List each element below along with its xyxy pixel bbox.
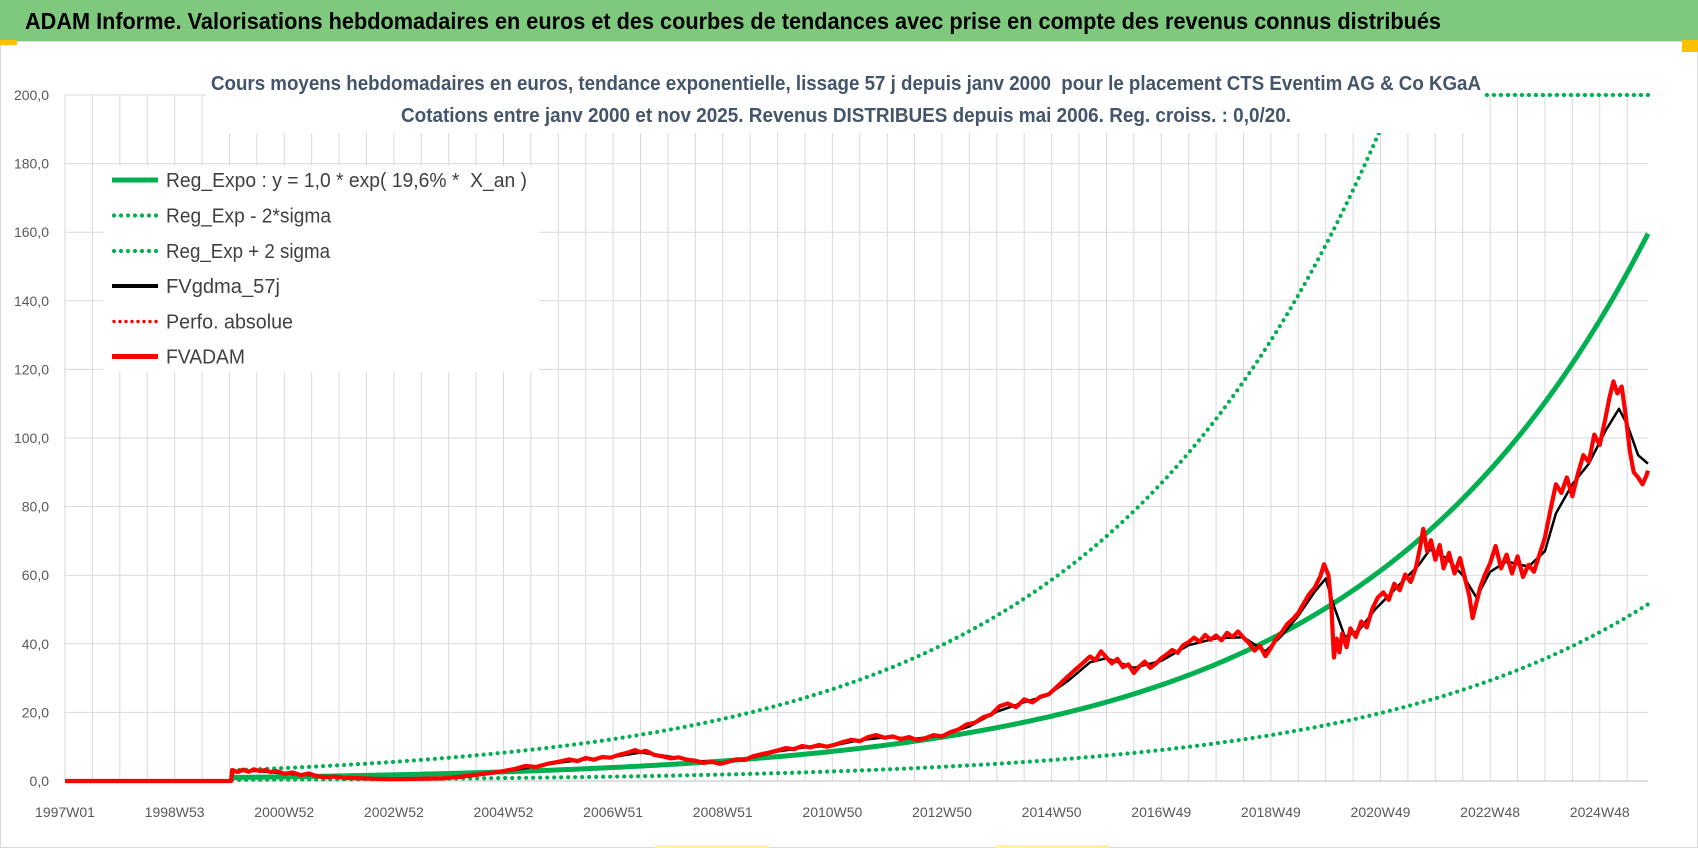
x-tick-label: 1998W53	[145, 804, 205, 820]
y-tick-label: 80,0	[22, 499, 49, 515]
axis-tick-labels: 0,0 20,0 40,0 60,0 80,0 100,0 120,0 140,0 160,0 1…	[14, 87, 1630, 820]
y-tick-label: 60,0	[22, 567, 49, 583]
legend-label-reg-exp-plus-2sigma: Reg_Exp + 2 sigma	[166, 241, 331, 263]
x-tick-label: 2012W50	[912, 804, 972, 820]
y-tick-label: 140,0	[14, 293, 49, 309]
x-tick-label: 2002W52	[364, 804, 424, 820]
legend-label-fvgdma-57j: FVgdma_57j	[166, 276, 280, 298]
y-tick-label: 200,0	[14, 87, 49, 103]
x-tick-label: 2010W50	[802, 804, 862, 820]
x-tick-label: 2008W51	[693, 804, 753, 820]
y-tick-label: 40,0	[22, 636, 49, 652]
chart-title-line-2: Cotations entre janv 2000 et nov 2025. R…	[401, 105, 1291, 127]
y-tick-label: 0,0	[30, 773, 50, 789]
header-bar	[0, 0, 1698, 41]
x-tick-label: 2018W49	[1241, 804, 1301, 820]
x-tick-label: 2022W48	[1460, 804, 1520, 820]
y-tick-label: 100,0	[14, 430, 49, 446]
y-tick-label: 120,0	[14, 361, 49, 377]
x-tick-label: 2014W50	[1022, 804, 1082, 820]
chart-frame	[0, 41, 1698, 848]
bottom-marker	[655, 845, 769, 848]
fvadam-line	[65, 379, 1651, 784]
x-tick-label: 2000W52	[254, 804, 314, 820]
chart-title-background	[206, 67, 1484, 133]
legend-label-reg-exp-minus-2sigma: Reg_Exp - 2*sigma	[166, 206, 332, 228]
legend-label-perfo-absolue: Perfo. absolue	[166, 312, 293, 334]
x-tick-label: 2024W48	[1570, 804, 1630, 820]
corner-marker-left	[0, 40, 17, 45]
y-tick-label: 20,0	[22, 704, 49, 720]
legend-label-fvadam: FVADAM	[166, 347, 245, 369]
legend-label-reg-expo: Reg_Expo : y = 1,0 * exp( 19,6% * X_an )	[166, 170, 527, 192]
chart-title: Cours moyens hebdomadaires en euros, ten…	[206, 67, 1484, 133]
bottom-marker	[996, 845, 1110, 848]
report-title: ADAM Informe. Valorisations hebdomadaire…	[25, 8, 1441, 34]
chart-title-line-1: Cours moyens hebdomadaires en euros, ten…	[211, 73, 1481, 95]
x-tick-label: 1997W01	[35, 804, 95, 820]
x-tick-label: 2004W52	[474, 804, 534, 820]
corner-marker-right	[1682, 40, 1698, 52]
x-tick-label: 2016W49	[1131, 804, 1191, 820]
x-tick-label: 2020W49	[1351, 804, 1411, 820]
x-tick-label: 2006W51	[583, 804, 643, 820]
legend: Reg_Expo : y = 1,0 * exp( 19,6% * X_an )…	[103, 166, 539, 372]
legend-background	[103, 166, 539, 372]
y-tick-label: 160,0	[14, 224, 49, 240]
y-tick-label: 180,0	[14, 156, 49, 172]
reg-exp-minus-2sigma-line	[230, 602, 1651, 782]
